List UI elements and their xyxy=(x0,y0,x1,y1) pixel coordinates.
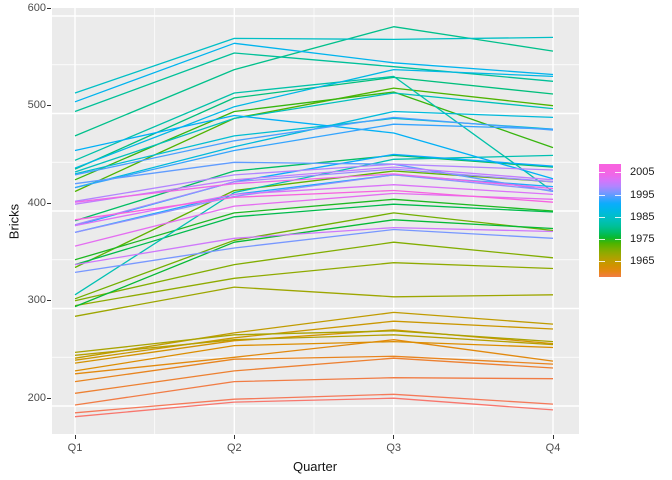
legend-tick-label: 1985 xyxy=(630,210,655,223)
y-tick-label: 200 xyxy=(27,391,46,404)
series-line-1960 xyxy=(74,355,554,383)
series-line-1967 xyxy=(74,330,554,354)
series-line-1989 xyxy=(74,42,554,103)
series-line-1957 xyxy=(74,393,554,414)
series-line-1958 xyxy=(74,377,554,406)
series-line-1981 xyxy=(74,52,554,113)
series-line-1969 xyxy=(74,262,554,307)
series-line-1970 xyxy=(74,241,554,302)
series-line-1968 xyxy=(74,286,554,317)
legend-tick-mark xyxy=(599,194,605,196)
series-line-2004 xyxy=(74,173,554,203)
y-tick-label: 400 xyxy=(27,196,46,209)
y-tick-mark xyxy=(47,300,51,301)
line-plot-svg xyxy=(52,8,579,434)
series-line-1962 xyxy=(74,340,554,372)
legend-tick-mark xyxy=(599,260,605,262)
series-line-1984 xyxy=(74,92,554,173)
legend-tick-label: 2005 xyxy=(630,166,655,179)
color-legend: 2005 1995 1985 1975 1965 xyxy=(596,160,672,284)
legend-tick-mark xyxy=(615,238,621,240)
y-tick-mark xyxy=(47,105,51,106)
legend-tick-mark xyxy=(599,172,605,174)
legend-tick-mark xyxy=(599,238,605,240)
series-line-1966 xyxy=(74,334,554,356)
series-line-1999 xyxy=(74,163,554,202)
x-tick-mark xyxy=(393,435,395,439)
series-line-1961 xyxy=(74,339,554,375)
y-tick-mark xyxy=(47,202,51,204)
series-line-1985 xyxy=(74,36,554,94)
series-line-2000 xyxy=(74,166,554,205)
series-line-1997 xyxy=(74,174,554,234)
series-line-1956 xyxy=(74,397,554,418)
series-line-1995 xyxy=(74,161,554,193)
series-line-1965 xyxy=(74,311,554,359)
x-tick-label: Q2 xyxy=(226,442,242,454)
x-tick-label: Q4 xyxy=(545,442,561,454)
series-line-2001 xyxy=(74,226,554,266)
legend-gradient-bar xyxy=(599,164,621,277)
legend-tick-mark xyxy=(615,216,621,218)
x-tick-mark xyxy=(233,435,235,439)
y-axis-title: Bricks xyxy=(6,203,22,240)
series-line-1988 xyxy=(74,68,554,169)
series-line-1993 xyxy=(74,123,554,189)
series-line-1972 xyxy=(74,170,554,269)
series-line-1975 xyxy=(74,198,554,261)
series-line-1976 xyxy=(74,219,554,308)
series-line-1998 xyxy=(74,168,554,226)
series-line-1964 xyxy=(74,320,554,361)
x-tick-label: Q1 xyxy=(67,442,83,454)
y-tick-label: 300 xyxy=(27,294,46,306)
series-line-1996 xyxy=(74,228,554,274)
legend-tick-label: 1995 xyxy=(630,188,655,201)
legend-tick-mark xyxy=(615,172,621,174)
legend-tick-mark xyxy=(599,216,605,218)
series-line-2005 xyxy=(74,189,554,221)
legend-tick-mark xyxy=(615,194,621,196)
y-tick-label: 500 xyxy=(27,99,46,111)
series-line-2002 xyxy=(74,184,554,227)
x-tick-label: Q3 xyxy=(386,442,402,454)
series-line-1990 xyxy=(74,114,554,180)
y-tick-mark xyxy=(47,397,51,399)
y-tick-mark xyxy=(47,7,51,9)
series-line-1959 xyxy=(74,357,554,394)
series-line-1982 xyxy=(74,75,554,193)
plot-panel xyxy=(52,8,579,434)
series-line-1977 xyxy=(74,203,554,266)
legend-tick-label: 1965 xyxy=(630,254,655,267)
legend-tick-label: 1975 xyxy=(630,232,655,245)
series-line-1994 xyxy=(74,116,554,176)
x-axis-title: Quarter xyxy=(292,459,338,474)
x-tick-mark xyxy=(552,435,554,439)
y-tick-label: 600 xyxy=(27,1,46,14)
series-line-1971 xyxy=(74,212,554,300)
x-tick-mark xyxy=(74,435,76,439)
legend-tick-mark xyxy=(615,260,621,262)
